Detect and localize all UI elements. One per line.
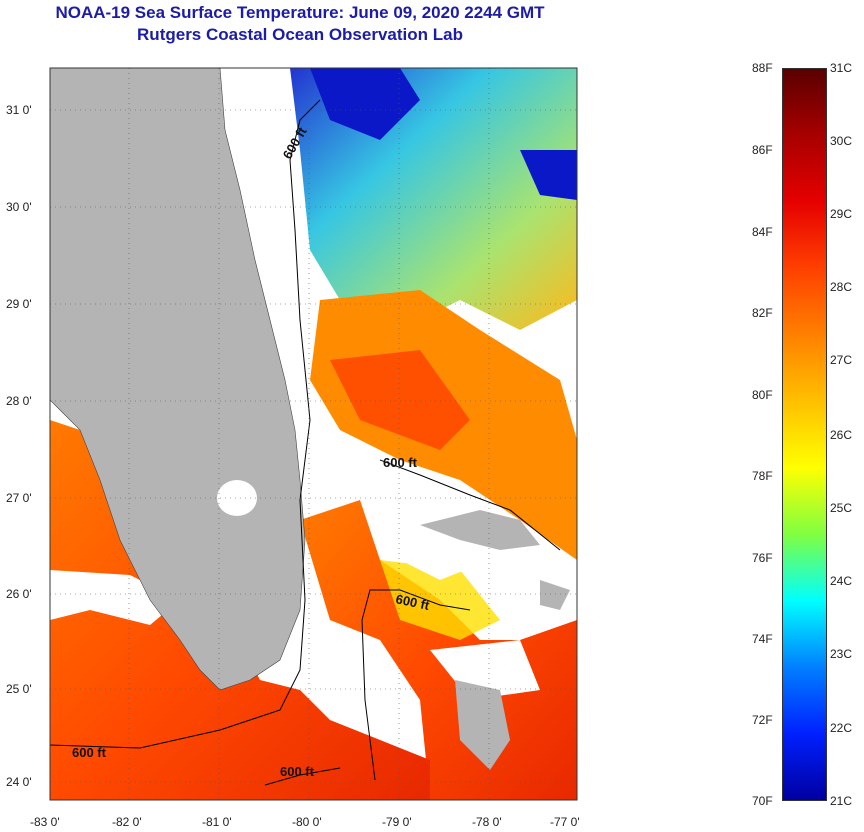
colorbar-f-label: 76F — [752, 551, 773, 565]
lat-tick-label: 27 0' — [6, 491, 32, 505]
colorbar-c-label: 21C — [830, 794, 853, 808]
lon-tick-label: -81 0' — [202, 815, 232, 829]
warm-yellow-patch — [380, 560, 500, 640]
colorbar-c-label: 30C — [830, 134, 853, 148]
grand-bahama — [420, 510, 540, 550]
graticule — [50, 68, 577, 800]
cold-water-patch — [310, 68, 420, 140]
colorbar-c-label: 27C — [830, 353, 853, 367]
andros-island — [455, 680, 510, 770]
isobath-600ft — [379, 459, 561, 551]
lon-tick-label: -77 0' — [550, 815, 580, 829]
lake-okeechobee — [217, 480, 257, 516]
lat-tick-label: 24 0' — [6, 775, 32, 789]
map-subtitle: Rutgers Coastal Ocean Observation Lab — [137, 25, 463, 44]
colorbar-f-label: 88F — [752, 61, 773, 75]
colorbar-f-label: 70F — [752, 794, 773, 808]
isobath-600ft — [361, 589, 471, 781]
colorbar-f-label: 84F — [752, 225, 773, 239]
colorbar-c-label: 26C — [830, 428, 853, 442]
colorbar-c-label: 31C — [830, 61, 853, 75]
colorbar-f-label: 72F — [752, 713, 773, 727]
isobath-600ft — [264, 767, 341, 786]
contour-label: 600 ft — [383, 455, 418, 470]
colorbar-f-label: 82F — [752, 306, 773, 320]
colorbar-c-label: 28C — [830, 280, 853, 294]
contour-label: 600 ft — [280, 764, 315, 779]
cloud-patch — [430, 640, 540, 700]
colorbar-c-label: 25C — [830, 501, 853, 515]
lat-tick-label: 29 0' — [6, 297, 32, 311]
lon-tick-label: -83 0' — [30, 815, 60, 829]
colorbar-f-label: 86F — [752, 143, 773, 157]
colorbar-f-label: 78F — [752, 469, 773, 483]
lat-tick-label: 30 0' — [6, 200, 32, 214]
lon-tick-label: -79 0' — [382, 815, 412, 829]
lat-tick-label: 26 0' — [6, 587, 32, 601]
colorbar-f-label: 74F — [752, 632, 773, 646]
bahamas-island — [540, 580, 570, 610]
lat-tick-label: 28 0' — [6, 394, 32, 408]
colorbar-c-label: 29C — [830, 207, 853, 221]
map-frame — [49, 67, 578, 801]
lon-tick-label: -82 0' — [112, 815, 142, 829]
lon-tick-label: -80 0' — [292, 815, 322, 829]
isobath-600ft — [50, 99, 321, 749]
map-title: NOAA-19 Sea Surface Temperature: June 09… — [55, 3, 545, 22]
cool-water-region — [290, 68, 577, 330]
colorbar-f-label: 80F — [752, 388, 773, 402]
colorbar-c-label: 23C — [830, 647, 853, 661]
gulf-of-mexico-water — [50, 420, 430, 800]
contour-label: 600 ft — [72, 745, 107, 760]
colorbar-c-label: 24C — [830, 574, 853, 588]
florida-landmass — [50, 68, 306, 691]
lat-tick-label: 25 0' — [6, 682, 32, 696]
contour-label: 600 ft — [394, 591, 431, 613]
cold-water-patch — [520, 150, 577, 200]
colorbar-c-label: 22C — [830, 721, 853, 735]
lat-tick-label: 31 0' — [6, 103, 32, 117]
temperature-colorbar — [782, 68, 827, 801]
lon-tick-label: -78 0' — [472, 815, 502, 829]
warm-water-core — [330, 350, 470, 450]
